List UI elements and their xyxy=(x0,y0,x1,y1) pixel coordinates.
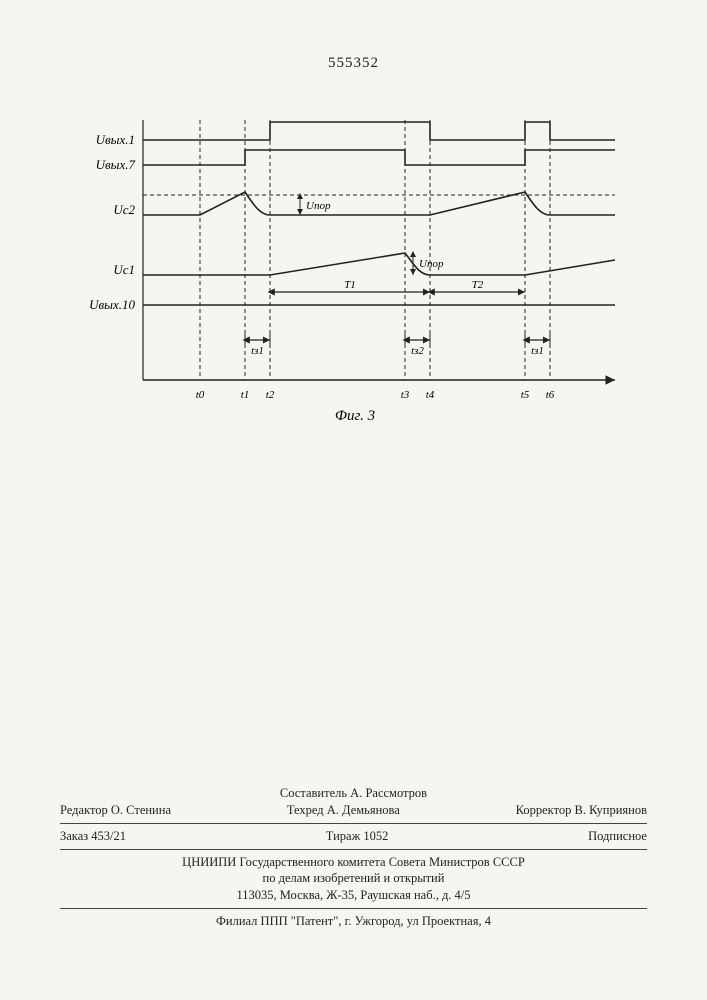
svg-text:Uвых.7: Uвых.7 xyxy=(96,157,136,172)
colophon: Составитель А. Рассмотров Редактор О. Ст… xyxy=(60,785,647,930)
address-line: 113035, Москва, Ж-35, Раушская наб., д. … xyxy=(60,887,647,904)
timing-diagram: Uвых.1 Uвых.7 Uс2 Uс1 Uвых.10 t0 t1 t2 t3 t4 t5 t6 U… xyxy=(85,110,625,440)
svg-text:t3: t3 xyxy=(401,389,410,401)
svg-text:tз2: tз2 xyxy=(411,345,424,357)
branch-line: Филиал ППП "Патент", г. Ужгород, ул Прое… xyxy=(60,913,647,930)
document-number: 555352 xyxy=(0,55,707,72)
svg-text:Uвых.1: Uвых.1 xyxy=(96,132,135,147)
order-number: Заказ 453/21 xyxy=(60,828,126,845)
svg-text:tз1: tз1 xyxy=(531,345,544,357)
svg-text:Uпор: Uпор xyxy=(419,258,444,270)
svg-text:Uвых.10: Uвых.10 xyxy=(89,297,135,312)
svg-text:t2: t2 xyxy=(266,389,275,401)
svg-text:Uпор: Uпор xyxy=(306,200,331,212)
teched-line: Техред А. Демьянова xyxy=(287,802,400,819)
editor-line: Редактор О. Стенина xyxy=(60,802,171,819)
svg-text:t1: t1 xyxy=(241,389,250,401)
svg-text:t6: t6 xyxy=(546,389,555,401)
svg-text:T1: T1 xyxy=(344,279,356,291)
svg-text:tз1: tз1 xyxy=(251,345,264,357)
podpisnoe: Подписное xyxy=(588,828,647,845)
org-line-2: по делам изобретений и открытий xyxy=(60,870,647,887)
tirazh: Тираж 1052 xyxy=(326,828,389,845)
org-line-1: ЦНИИПИ Государственного комитета Совета … xyxy=(60,854,647,871)
svg-text:t5: t5 xyxy=(521,389,530,401)
svg-text:Uс1: Uс1 xyxy=(113,262,135,277)
svg-text:t4: t4 xyxy=(426,389,435,401)
corrector-line: Корректор В. Куприянов xyxy=(516,802,647,819)
compiler-line: Составитель А. Рассмотров xyxy=(60,785,647,802)
svg-text:T2: T2 xyxy=(472,279,484,291)
svg-text:t0: t0 xyxy=(196,389,205,401)
svg-text:Фиг. 3: Фиг. 3 xyxy=(335,408,375,424)
svg-text:Uс2: Uс2 xyxy=(113,202,135,217)
